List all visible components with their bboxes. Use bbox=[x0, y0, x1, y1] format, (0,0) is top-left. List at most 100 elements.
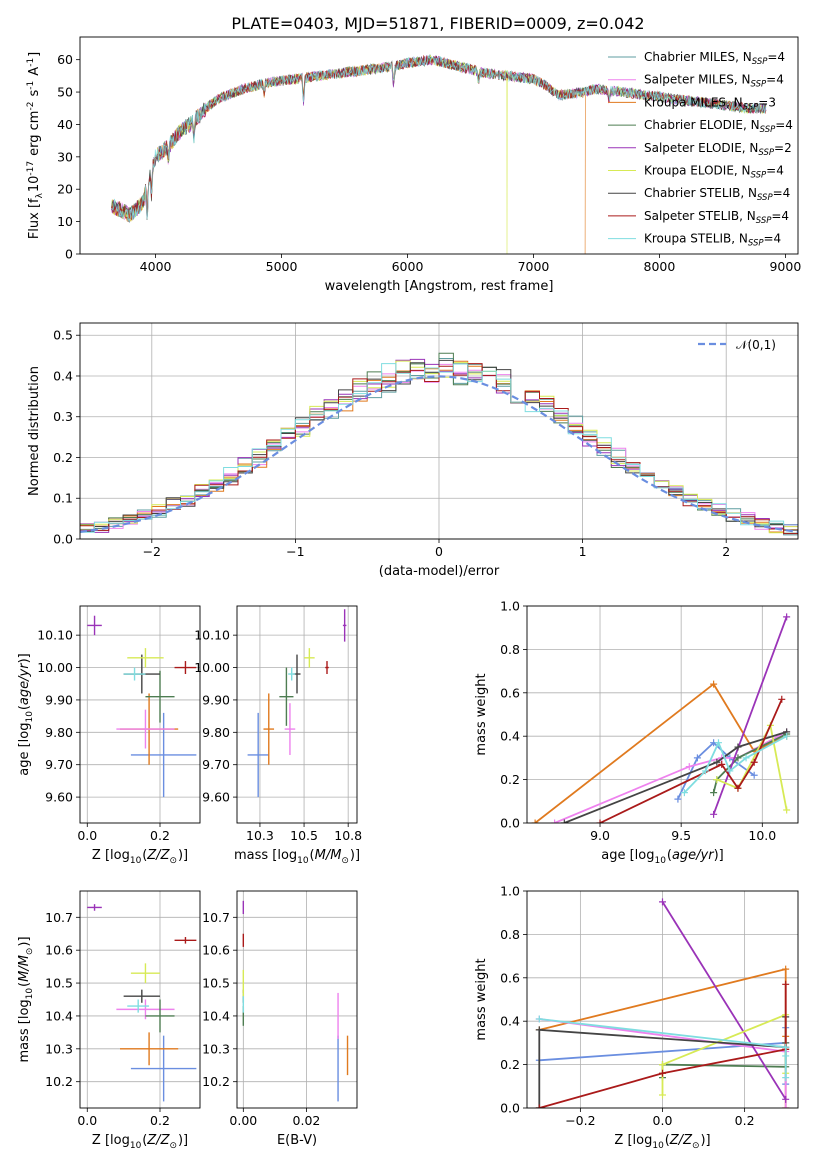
y-axis-label: age [log10 (age/yr)] bbox=[17, 653, 35, 775]
weight-vs-metallicity-panel: −0.2 0.0 0.2 0.0 0.2 0.4 0.6 0.8 1.0 Z [log10 (Z/… bbox=[474, 884, 799, 1151]
x-tick-label: 9.5 bbox=[671, 828, 691, 843]
x-tick-label: 9000 bbox=[769, 259, 801, 274]
legend-label: Kroupa MILES, NSSP=3 bbox=[644, 95, 776, 112]
y-tick-label: 60 bbox=[57, 52, 73, 67]
weight-line bbox=[683, 735, 788, 794]
y-tick-label: 9.60 bbox=[202, 790, 230, 805]
weight-marker bbox=[535, 1104, 543, 1108]
spectrum-line bbox=[111, 55, 767, 223]
x-tick-label: 0.2 bbox=[150, 828, 170, 843]
y-tick-label: 0.4 bbox=[500, 729, 520, 744]
y-tick-label: 0.2 bbox=[53, 450, 73, 465]
x-tick-label: 9.0 bbox=[590, 828, 610, 843]
weight-marker bbox=[685, 763, 693, 771]
weight-line bbox=[534, 682, 787, 823]
x-tick-label: 7000 bbox=[518, 259, 550, 274]
y-tick-label: 30 bbox=[57, 149, 73, 164]
y-tick-label: 9.80 bbox=[202, 725, 230, 740]
y-tick-label: 0.0 bbox=[500, 816, 520, 831]
x-axis-label: Z [log10 (Z/Z⊙ )] bbox=[92, 1133, 188, 1151]
weight-marker bbox=[782, 1074, 790, 1082]
weight-marker bbox=[734, 784, 742, 792]
weight-line bbox=[563, 731, 787, 823]
x-tick-label: 10.5 bbox=[290, 828, 318, 843]
y-tick-label: 0.8 bbox=[500, 642, 520, 657]
weight-marker bbox=[693, 754, 701, 762]
plot-area bbox=[247, 609, 347, 798]
weight-marker bbox=[742, 754, 750, 762]
axes-frame bbox=[79, 890, 201, 1109]
legend-label: Chabrier ELODIE, NSSP=4 bbox=[644, 118, 793, 135]
weight-marker bbox=[535, 1026, 543, 1034]
weight-marker bbox=[659, 1091, 666, 1099]
x-axis-label: age [log10 (age/yr)] bbox=[601, 848, 723, 866]
age-vs-metallicity-panel: 0.0 0.2 9.60 9.70 9.80 9.90 10.00 10.10 Z [log10… bbox=[17, 605, 201, 866]
mass-vs-extinction-panel: 0.00 0.02 10.2 10.3 10.4 10.5 10.6 10.7 E(B-V) bbox=[202, 890, 358, 1148]
y-tick-label: 10.6 bbox=[45, 943, 73, 958]
y-tick-label: 9.70 bbox=[45, 757, 73, 772]
axes-frame bbox=[526, 605, 799, 824]
y-tick-label: 0.2 bbox=[500, 772, 520, 787]
y-tick-label: 10.3 bbox=[45, 1041, 73, 1056]
x-tick-label: 10.0 bbox=[748, 828, 776, 843]
legend-label: Kroupa ELODIE, NSSP=4 bbox=[644, 164, 784, 181]
y-tick-label: 10.2 bbox=[45, 1074, 73, 1089]
plot-area bbox=[111, 54, 767, 254]
y-tick-label: 10.00 bbox=[37, 660, 73, 675]
weight-marker bbox=[659, 1069, 666, 1077]
y-tick-label: 10.5 bbox=[45, 976, 73, 991]
x-tick-label: −0.2 bbox=[565, 1113, 595, 1128]
axes-frame bbox=[236, 890, 358, 1109]
weight-marker bbox=[783, 732, 791, 740]
weight-marker bbox=[674, 795, 682, 803]
residuals-panel: −2 −1 0 1 2 0.0 0.1 0.2 0.3 0.4 0.5 (data-model)/er… bbox=[27, 322, 799, 579]
weight-marker bbox=[782, 965, 790, 973]
y-tick-label: 0.8 bbox=[500, 927, 520, 942]
weight-line bbox=[661, 1013, 787, 1095]
histogram-step bbox=[80, 363, 798, 533]
weight-marker bbox=[782, 1095, 790, 1103]
legend-label: Kroupa STELIB, NSSP=4 bbox=[644, 232, 781, 249]
x-tick-label: 4000 bbox=[140, 259, 172, 274]
weight-marker bbox=[718, 760, 726, 768]
x-axis-label: Z [log10 (Z/Z⊙ )] bbox=[92, 848, 188, 866]
x-axis-label: mass [log10 (M/M⊙ )] bbox=[234, 848, 360, 866]
axes-frame bbox=[236, 605, 358, 824]
spectrum-line bbox=[111, 55, 767, 220]
y-tick-label: 0.5 bbox=[53, 328, 73, 343]
weight-vs-age-panel: 9.0 9.5 10.0 0.0 0.2 0.4 0.6 0.8 1.0 age [log10 (… bbox=[474, 599, 799, 866]
x-tick-label: −2 bbox=[143, 544, 161, 559]
weight-marker bbox=[750, 771, 758, 779]
y-tick-label: 9.80 bbox=[45, 725, 73, 740]
y-tick-label: 10.10 bbox=[194, 628, 230, 643]
weight-marker bbox=[734, 743, 742, 751]
legend-label: Salpeter ELODIE, NSSP=2 bbox=[644, 141, 792, 158]
y-tick-label: 0.2 bbox=[500, 1057, 520, 1072]
y-tick-label: 10.10 bbox=[37, 628, 73, 643]
weight-marker bbox=[783, 613, 791, 621]
y-tick-label: 50 bbox=[57, 85, 73, 100]
weight-marker bbox=[560, 819, 568, 823]
weight-marker bbox=[551, 819, 559, 823]
weight-marker bbox=[726, 767, 734, 775]
x-tick-label: 0.2 bbox=[150, 1113, 170, 1128]
weight-marker bbox=[750, 758, 758, 766]
legend-label: Chabrier STELIB, NSSP=4 bbox=[644, 186, 790, 203]
age-vs-mass-panel: 10.3 10.5 10.8 9.60 9.70 9.80 9.90 10.00 10.10 ma… bbox=[194, 605, 362, 866]
weight-marker bbox=[710, 680, 718, 688]
y-tick-label: 0.4 bbox=[53, 368, 73, 383]
y-tick-label: 20 bbox=[57, 182, 73, 197]
x-tick-label: 0.0 bbox=[653, 1113, 673, 1128]
y-tick-label: 40 bbox=[57, 117, 73, 132]
y-tick-label: 0.0 bbox=[53, 532, 73, 547]
weight-line bbox=[716, 722, 788, 811]
weight-marker bbox=[734, 754, 742, 762]
y-axis-label: Flux [fλ 10-17 erg cm-2 s-1 A-1 ] bbox=[26, 52, 45, 239]
y-tick-label: 9.60 bbox=[45, 790, 73, 805]
weight-marker bbox=[710, 810, 718, 818]
weight-marker bbox=[782, 1052, 790, 1060]
y-axis-label: mass weight bbox=[474, 958, 489, 1040]
y-axis-label: mass [log10 (M/M⊙ )] bbox=[17, 936, 35, 1062]
spectrum-panel: 4000 5000 6000 7000 8000 9000 0 10 20 30 40 50 60 wav… bbox=[26, 36, 801, 294]
legend-label: Salpeter STELIB, NSSP=4 bbox=[644, 209, 789, 226]
